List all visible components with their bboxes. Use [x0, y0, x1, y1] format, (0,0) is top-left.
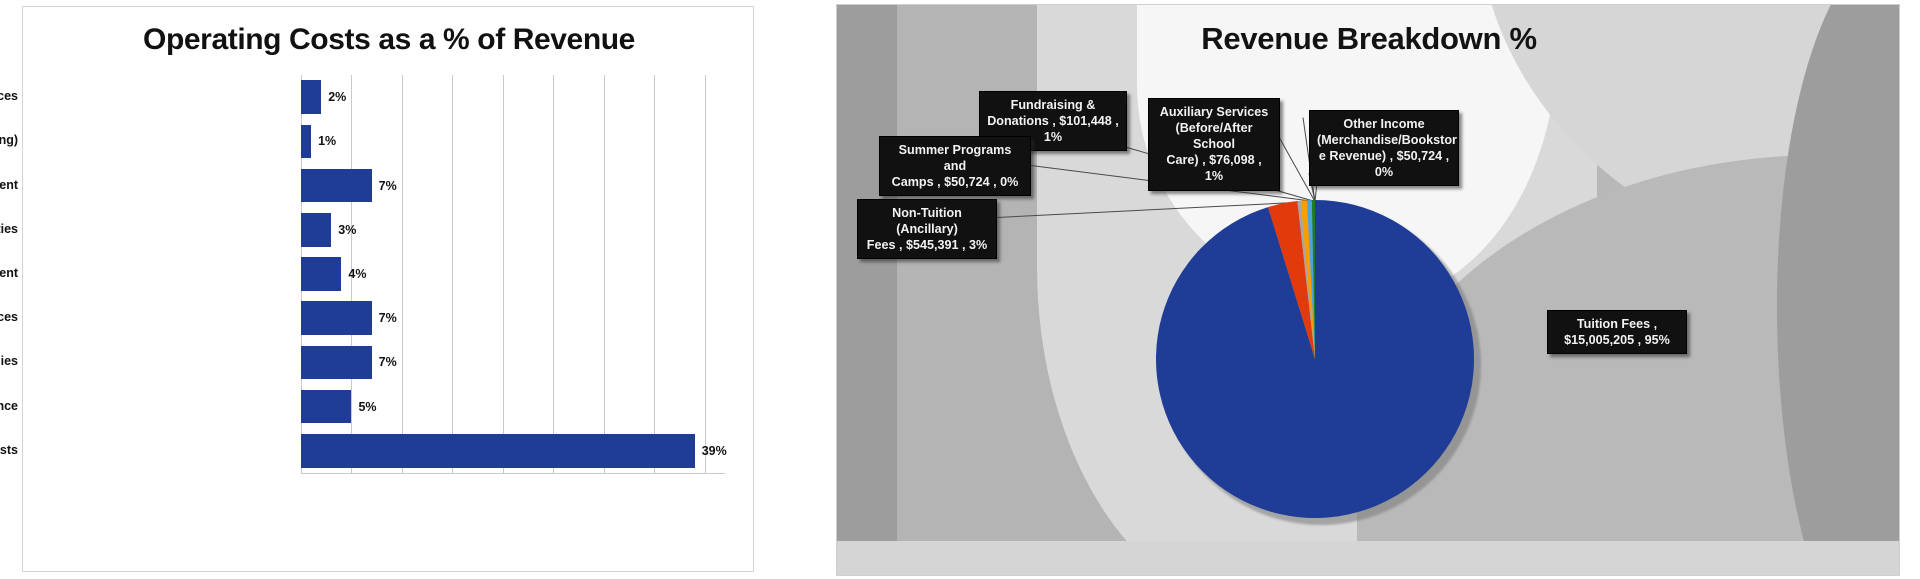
background-swoosh-right-dark	[1777, 5, 1899, 575]
pie-chart[interactable]	[1155, 199, 1481, 525]
bar-value-label: 1%	[318, 134, 337, 149]
pie-chart-title: Revenue Breakdown %	[1201, 21, 1537, 56]
gridline	[502, 75, 504, 473]
callout-fundraising-donations[interactable]: Fundraising & Donations , $101,448 , 1%	[979, 91, 1127, 152]
bar-row[interactable]: 7%	[301, 301, 725, 335]
gridline	[603, 75, 605, 473]
callout-summer-programs[interactable]: Summer Programs and Camps , $50,724 , 0%	[879, 136, 1031, 197]
bar-row[interactable]: 7%	[301, 168, 725, 203]
bar-value-label: 39%	[701, 443, 727, 458]
bar-value-label: 7%	[378, 178, 397, 193]
operating-costs-chart-panel[interactable]: Operating Costs as a % of Revenue Janito…	[0, 6, 754, 572]
callout-line: Auxiliary Services	[1159, 105, 1269, 119]
callout-line: Tuition Fees ,	[1576, 317, 1658, 331]
bar-row[interactable]: 2%	[301, 80, 725, 114]
bar-row[interactable]: 4%	[301, 257, 725, 291]
bar-category-label: Staff Costs	[0, 442, 18, 457]
bar-value-label: 4%	[348, 266, 367, 281]
bar-row[interactable]: 3%	[301, 212, 725, 247]
callout-tuition-fees[interactable]: Tuition Fees , $15,005,205 , 95%	[1547, 310, 1687, 355]
callout-other-income[interactable]: Other Income (Merchandise/Bookstor e Reven…	[1309, 110, 1459, 187]
callout-line: 1%	[1043, 130, 1063, 145]
pie-slice[interactable]	[1311, 200, 1315, 359]
bar-chart-axis-line	[301, 473, 725, 474]
bar-category-label: Rent	[0, 177, 18, 192]
callout-line: e Revenue) , $50,724 ,	[1318, 149, 1450, 164]
bar-rect[interactable]	[301, 80, 322, 114]
callout-auxiliary-services[interactable]: Auxiliary Services (Before/After School Ca…	[1148, 98, 1280, 191]
bar-rect[interactable]	[301, 345, 372, 380]
gridline	[553, 75, 555, 473]
callout-line: Summer Programs and	[898, 143, 1012, 174]
bar-row[interactable]: 1%	[301, 124, 725, 159]
bar-category-label: Student Services	[0, 310, 18, 325]
bar-chart-plot-area: 2% 1% 7% 3% 4% 7% 7% 5% 39%	[301, 75, 727, 473]
callout-line: Care) , $76,098 , 1%	[1166, 153, 1262, 184]
bar-rect[interactable]	[301, 257, 342, 291]
callout-line: $15,005,205 , 95%	[1564, 333, 1670, 348]
callout-line: Fundraising &	[1010, 98, 1096, 112]
bar-rect[interactable]	[301, 301, 372, 335]
callout-line: (Before/After School	[1175, 121, 1253, 152]
callout-line: Fees , $545,391 , 3%	[866, 238, 988, 253]
bar-category-label: Janitorial and Cleaning Services	[0, 89, 18, 104]
bar-rect[interactable]	[301, 168, 372, 203]
callout-line: 0%	[1374, 165, 1394, 180]
pie-slice[interactable]	[1268, 200, 1315, 359]
gridline	[452, 75, 454, 473]
bar-category-label: Professional Services (Accounting, Legal…	[0, 133, 18, 148]
bar-rect[interactable]	[301, 434, 695, 468]
callout-line: Camps , $50,724 , 0%	[891, 175, 1019, 190]
bar-rect[interactable]	[301, 124, 312, 159]
bar-value-label: 2%	[328, 90, 347, 105]
bar-row[interactable]: 7%	[301, 345, 725, 380]
callout-line: Other Income	[1343, 117, 1425, 131]
bar-value-label: 5%	[358, 399, 377, 414]
bar-category-label: Marketing & Recruitment	[0, 266, 18, 280]
callout-non-tuition-fees[interactable]: Non-Tuition (Ancillary) Fees , $545,391 ,…	[857, 199, 997, 260]
bar-rect[interactable]	[301, 389, 352, 424]
gridline	[401, 75, 403, 473]
bar-category-label: Utilities	[0, 221, 18, 236]
pie-slices	[1156, 200, 1474, 518]
bar-rect[interactable]	[301, 212, 332, 247]
gridline	[351, 75, 353, 473]
bar-row[interactable]: 5%	[301, 389, 725, 424]
callout-line: Non-Tuition (Ancillary)	[892, 206, 962, 237]
callout-line: Donations , $101,448 ,	[987, 114, 1119, 129]
bar-row[interactable]: 39%	[301, 434, 727, 468]
pie-slice[interactable]	[1300, 200, 1315, 359]
bar-category-label: Facilities & Maintenance	[0, 398, 18, 413]
bar-value-label: 7%	[378, 355, 397, 370]
pie-slice[interactable]	[1306, 200, 1315, 359]
gridline	[704, 75, 706, 473]
bar-value-label: 7%	[378, 311, 397, 326]
pie-slice[interactable]	[1297, 200, 1315, 359]
bar-chart-title: Operating Costs as a % of Revenue	[143, 23, 635, 56]
gridline	[654, 75, 656, 473]
revenue-breakdown-slide[interactable]: Revenue Breakdown % Fundraising & Donatio…	[836, 4, 1900, 576]
callout-line: (Merchandise/Bookstor	[1317, 133, 1457, 148]
bar-value-label: 3%	[338, 222, 357, 237]
bar-category-label: Educational Materials & Supplies	[0, 354, 18, 369]
background-bottom-strip	[837, 541, 1899, 575]
